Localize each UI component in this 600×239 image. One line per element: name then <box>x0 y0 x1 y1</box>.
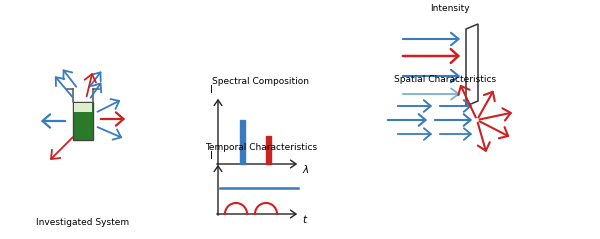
Bar <box>74 103 92 112</box>
Bar <box>73 102 93 140</box>
Text: t: t <box>302 215 306 225</box>
Text: Spectral Composition: Spectral Composition <box>212 77 310 86</box>
Bar <box>240 120 245 164</box>
Text: Intensity: Intensity <box>430 4 470 13</box>
Text: λ: λ <box>302 165 308 175</box>
Text: Spatial Characteristics: Spatial Characteristics <box>394 75 496 84</box>
Bar <box>266 136 271 164</box>
Text: Investigated System: Investigated System <box>37 218 130 227</box>
Text: Temporal Characteristics: Temporal Characteristics <box>205 143 317 152</box>
Text: I: I <box>210 151 213 161</box>
Text: I: I <box>210 85 213 95</box>
